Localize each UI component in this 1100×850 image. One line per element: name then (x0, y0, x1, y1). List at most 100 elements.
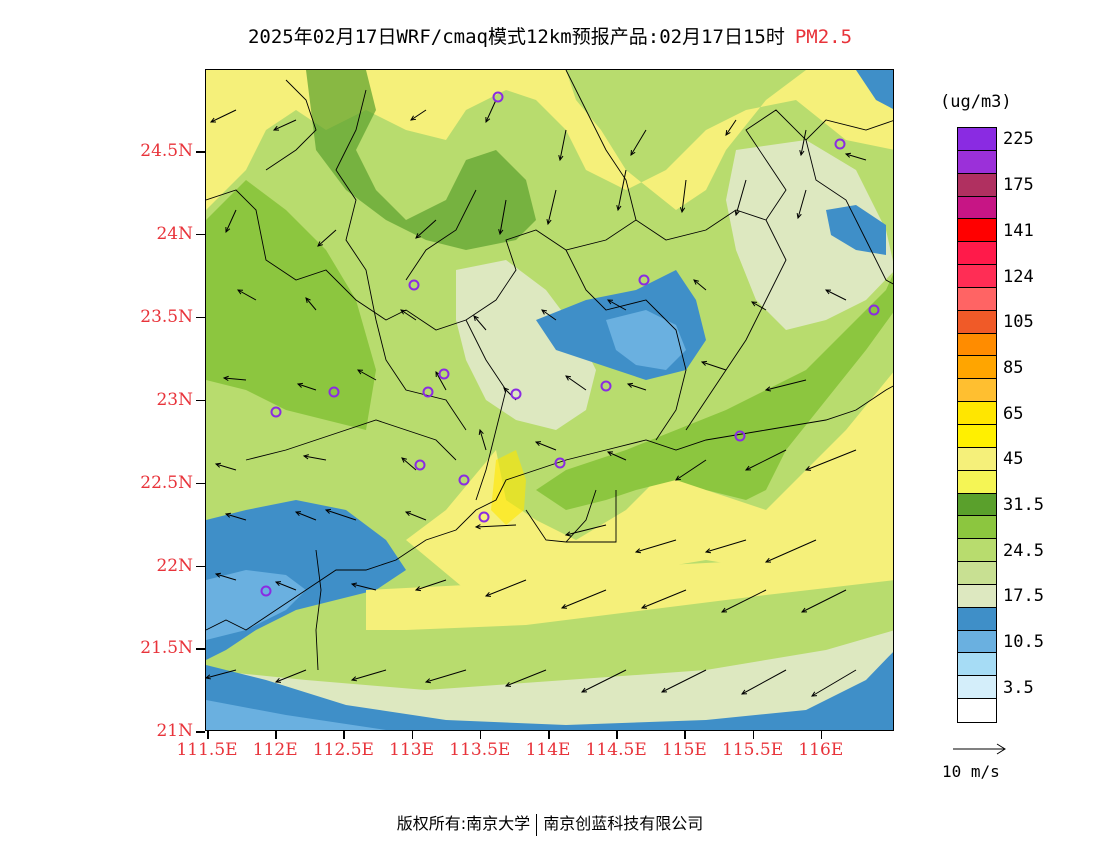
wind-arrow-icon (302, 454, 327, 461)
band-lightblue-sea-south (206, 700, 386, 730)
latitude-tick-label: 21.5N (140, 638, 193, 659)
map-title-parameter: PM2.5 (794, 26, 853, 48)
longitude-tick-label: 116E (798, 740, 844, 760)
latitude-tick-label: 21N (156, 721, 193, 742)
wind-arrow-icon (350, 582, 377, 591)
wind-arrow-icon (498, 199, 507, 236)
legend-swatch (958, 425, 996, 448)
legend-swatch (958, 676, 996, 700)
latitude-tick-mark (196, 731, 205, 733)
wind-arrow-icon (764, 539, 817, 563)
wind-arrow-icon (534, 441, 557, 451)
wind-arrow-icon (294, 511, 317, 521)
station-marker-icon (834, 138, 846, 150)
province-boundaries (206, 70, 893, 671)
wind-reference-arrow-icon (953, 743, 1006, 755)
wind-arrow-icon (720, 589, 767, 613)
wind-arrow-icon (504, 669, 547, 687)
legend-swatch (958, 607, 996, 631)
wind-arrow-icon (799, 129, 807, 157)
longitude-tick-label: 114E (525, 740, 571, 760)
map-canvas (206, 70, 893, 730)
boundary-line (805, 139, 893, 285)
station-marker-icon (422, 386, 434, 398)
wind-arrow-icon (317, 229, 337, 247)
blue-region-ne-corner (856, 70, 893, 109)
green-region-nw (206, 180, 376, 430)
legend-label: 10.5 (1003, 632, 1044, 653)
latitude-tick-mark (196, 233, 205, 236)
boundary-line (206, 109, 893, 331)
wind-arrow-icon (485, 99, 497, 124)
wind-arrow-icon (693, 279, 707, 291)
wind-arrow-icon (414, 579, 447, 592)
wind-arrow-icon (800, 589, 847, 613)
wind-arrow-icon (541, 309, 557, 321)
legend-swatch (958, 196, 996, 220)
legend-swatch (958, 356, 996, 380)
wind-arrow-icon (225, 209, 237, 234)
wind-arrow-icon (679, 179, 687, 214)
legend-swatch (958, 310, 996, 334)
legend-swatch (958, 630, 996, 654)
wind-arrow-icon (616, 169, 627, 212)
legend-swatch (958, 653, 996, 677)
wind-arrow-icon (580, 669, 627, 693)
monitoring-stations (260, 91, 880, 597)
wind-arrow-icon (296, 382, 317, 391)
legend-swatch (958, 150, 996, 174)
station-marker-icon (734, 430, 746, 442)
band-green-sea (286, 580, 893, 710)
wind-arrow-icon (274, 581, 297, 591)
latitude-tick-mark (196, 316, 205, 319)
legend-swatch (958, 287, 996, 311)
wind-arrow-icon (546, 189, 557, 226)
wind-arrow-icon (744, 449, 787, 471)
color-legend (957, 127, 997, 723)
wind-reference-label: 10 m/s (942, 762, 1000, 781)
longitude-tick-label: 113.5E (449, 740, 511, 760)
wind-arrow-icon (214, 462, 237, 471)
legend-label: 3.5 (1003, 677, 1034, 698)
wind-arrow-icon (350, 669, 387, 682)
latitude-tick-label: 22.5N (140, 472, 193, 493)
legend-swatch (958, 173, 996, 197)
legend-label: 141 (1003, 220, 1034, 241)
legend-swatch (958, 516, 996, 540)
station-marker-icon (492, 91, 504, 103)
wind-arrow-icon (804, 449, 857, 471)
latitude-tick-label: 24N (156, 223, 193, 244)
yellow-region-central-sea (406, 372, 893, 590)
blue-region-ne (826, 205, 886, 255)
wind-arrow-icon (224, 512, 247, 521)
wind-arrow-icon (634, 539, 677, 554)
band-light-sea (206, 630, 893, 730)
longitude-tick-label: 115.5E (722, 740, 784, 760)
wind-arrow-icon (236, 289, 257, 301)
legend-swatch (958, 128, 996, 151)
wind-arrow-icon (415, 219, 437, 239)
wind-arrow-icon (484, 579, 527, 597)
boundary-line (206, 385, 893, 631)
wind-arrow-icon (751, 301, 767, 311)
latitude-tick-mark (196, 648, 205, 650)
station-marker-icon (414, 459, 426, 471)
boundary-line (245, 419, 457, 461)
wind-arrow-icon (222, 375, 247, 382)
longitude-tick-mark (684, 731, 686, 739)
wind-arrow-icon (410, 109, 427, 121)
latitude-tick-label: 23.5N (140, 306, 193, 327)
pm25-forecast-map (205, 69, 894, 731)
longitude-tick-mark (275, 731, 277, 739)
boundary-line (405, 189, 477, 281)
wind-arrow-icon (324, 508, 357, 521)
legend-label: 24.5 (1003, 540, 1044, 561)
wind-arrow-icon (478, 428, 487, 451)
light-region-central (456, 260, 596, 430)
legend-swatch (958, 539, 996, 563)
legend-label: 85 (1003, 357, 1024, 378)
wind-arrow-icon (606, 451, 627, 461)
longitude-tick-label: 115E (661, 740, 707, 760)
wind-arrow-icon (740, 669, 787, 695)
wind-arrow-icon (640, 589, 687, 609)
